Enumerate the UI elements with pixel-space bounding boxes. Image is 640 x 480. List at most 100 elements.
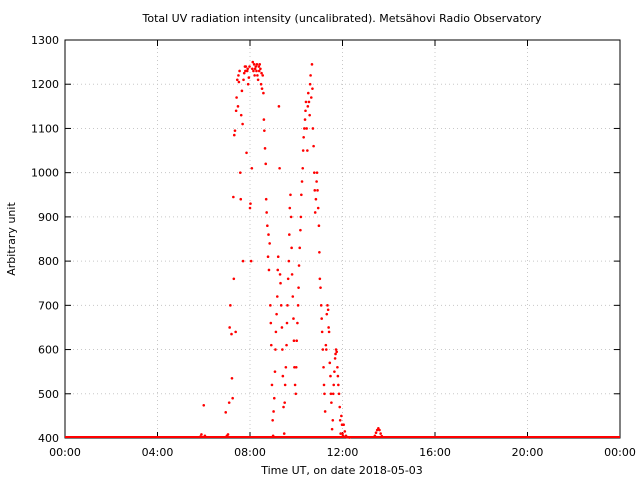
data-point (253, 74, 256, 77)
data-point (273, 370, 277, 373)
data-point (327, 330, 331, 334)
data-point (306, 149, 309, 152)
data-point (321, 348, 325, 351)
y-tick-label: 1300 (31, 34, 59, 47)
data-point (239, 197, 243, 201)
data-point (320, 317, 323, 320)
data-point (345, 435, 349, 439)
y-axis-label: Arbitrary unit (5, 202, 18, 276)
data-point (296, 321, 299, 325)
data-point (333, 357, 337, 360)
x-tick-label: 20:00 (512, 446, 544, 459)
data-point (295, 339, 299, 343)
data-point (264, 197, 268, 201)
data-point (200, 433, 203, 436)
data-point (282, 405, 285, 409)
data-point (336, 374, 340, 378)
data-point (324, 343, 328, 347)
data-point (322, 383, 326, 387)
data-point (275, 312, 278, 316)
data-point (278, 273, 282, 276)
data-point (269, 304, 272, 307)
y-tick-label: 500 (38, 388, 59, 401)
data-point (241, 122, 244, 126)
data-point (289, 193, 292, 197)
data-point (339, 432, 342, 435)
data-point (329, 374, 332, 378)
data-point (305, 127, 308, 130)
data-point (323, 392, 326, 396)
data-point (285, 343, 288, 347)
data-point (309, 96, 313, 99)
data-point (228, 326, 231, 329)
data-point (252, 69, 255, 73)
data-point (254, 65, 258, 68)
data-point (297, 264, 301, 267)
data-point (231, 396, 234, 400)
data-point (307, 100, 311, 104)
data-point (230, 377, 234, 380)
data-point (248, 65, 251, 68)
data-point (373, 434, 377, 438)
y-tick-label: 600 (38, 344, 59, 357)
data-point (326, 304, 329, 307)
data-point (311, 87, 314, 90)
data-point (260, 71, 263, 75)
data-point (255, 63, 259, 66)
data-point (275, 295, 279, 298)
data-point (299, 228, 302, 232)
data-point (246, 82, 250, 86)
data-point (267, 233, 270, 236)
data-point (248, 206, 252, 210)
y-tick-label: 400 (38, 432, 59, 445)
data-point (235, 78, 239, 82)
data-point (274, 348, 277, 351)
data-point (335, 350, 339, 354)
data-point (198, 435, 202, 438)
data-point (378, 428, 381, 432)
data-point (249, 202, 252, 205)
data-point (224, 411, 228, 414)
y-tick-label: 700 (38, 299, 59, 312)
x-tick-label: 16:00 (419, 446, 451, 459)
data-point (302, 135, 305, 139)
data-point (291, 295, 295, 298)
data-point (285, 321, 289, 325)
data-point (271, 434, 275, 438)
data-point (280, 326, 284, 329)
data-point (322, 365, 325, 369)
data-point (323, 410, 327, 413)
data-point (308, 113, 311, 117)
data-point (226, 433, 230, 436)
data-point (310, 63, 314, 66)
x-tick-label: 00:00 (604, 446, 636, 459)
data-point (296, 304, 300, 307)
data-point (250, 166, 254, 170)
data-points (65, 60, 620, 439)
data-point (289, 215, 293, 219)
data-point (317, 224, 321, 228)
data-point (234, 109, 238, 113)
data-point (269, 321, 273, 325)
data-point (282, 432, 286, 435)
data-point (240, 89, 244, 93)
data-point (251, 67, 254, 71)
y-axis: 400 500 600 700 800 900 1000 1100 1200 1300 (31, 34, 620, 445)
x-tick-label: 08:00 (234, 446, 266, 459)
data-point (256, 74, 259, 77)
data-point (276, 255, 280, 258)
data-point (297, 286, 300, 289)
data-point (303, 127, 306, 130)
x-axis: 00:00 04:00 08:00 12:00 16:00 20:00 00:00 (49, 40, 636, 459)
y-tick-label: 900 (38, 211, 59, 224)
data-point (337, 392, 341, 396)
data-point (290, 246, 293, 250)
data-point (338, 419, 342, 422)
data-point (263, 129, 266, 132)
data-point (256, 78, 260, 82)
data-point (342, 423, 345, 427)
data-point (230, 332, 233, 336)
data-point (202, 403, 206, 407)
data-point (276, 268, 280, 272)
